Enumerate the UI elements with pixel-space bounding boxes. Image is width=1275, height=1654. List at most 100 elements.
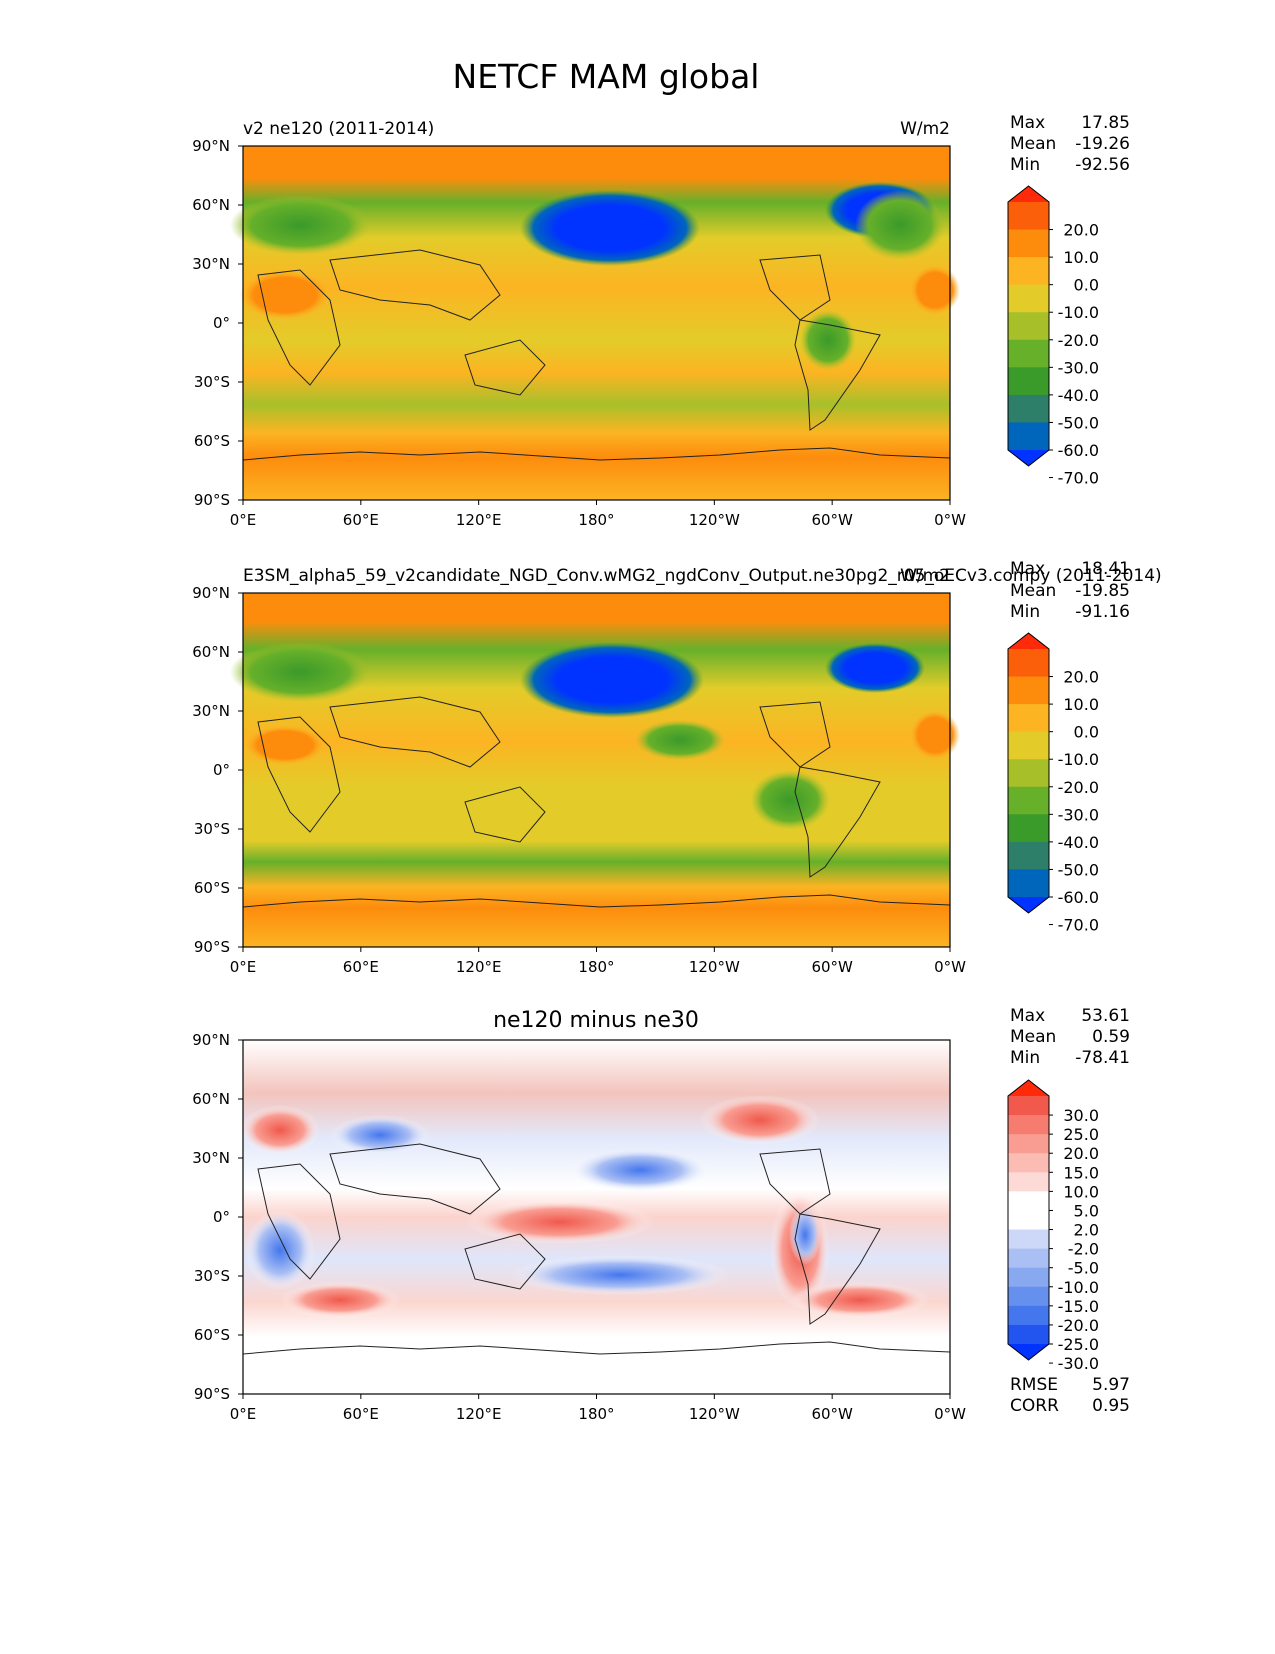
x-axis: 0°E 60°E 120°E 180° 120°W 60°W 0°W <box>230 947 966 976</box>
map-blob <box>240 1105 320 1155</box>
stat-corr-label: CORR <box>1010 1396 1059 1416</box>
stat-rmse-value: 5.97 <box>1092 1375 1130 1395</box>
colorbar-swatch <box>1008 869 1049 898</box>
colorbar-tick-label: -20.0 <box>1058 331 1099 350</box>
x-axis: 0°E 60°E 120°E 180° 120°W 60°W 0°W <box>230 500 966 529</box>
y-tick-label: 90°S <box>194 491 230 509</box>
stat-min-value: -91.16 <box>1075 602 1130 622</box>
stat-mean-value: -19.26 <box>1075 134 1130 154</box>
colorbar-extend-top <box>1008 1080 1049 1096</box>
colorbar-tick-label: 0.0 <box>1074 723 1099 742</box>
colorbar-tick-label: -60.0 <box>1058 888 1099 907</box>
y-tick-label: 90°S <box>194 1385 230 1403</box>
colorbar-swatch <box>1008 841 1049 871</box>
x-tick-label: 60°E <box>343 1405 379 1423</box>
stat-min-value: -92.56 <box>1075 155 1130 175</box>
colorbar-swatch <box>1008 1324 1049 1345</box>
map-blob <box>570 1148 710 1192</box>
y-tick-label: 60°N <box>192 643 230 661</box>
coastline <box>242 696 951 908</box>
y-tick-label: 30°S <box>194 1267 230 1285</box>
x-tick-label: 180° <box>578 1405 614 1423</box>
colorbar-swatch <box>1008 367 1049 396</box>
y-tick-label: 60°S <box>194 432 230 450</box>
map-blob <box>825 643 925 693</box>
x-tick-label: 60°W <box>811 958 853 976</box>
y-tick-label: 60°S <box>194 879 230 897</box>
x-tick-label: 120°E <box>456 1405 502 1423</box>
map-blob <box>790 1282 930 1318</box>
colorbar-swatch <box>1008 312 1049 341</box>
coastline <box>242 249 951 461</box>
colorbar-swatch <box>1008 1134 1049 1154</box>
colorbar-tick-label: -40.0 <box>1058 386 1099 405</box>
colorbar-tick-label: -10.0 <box>1058 1278 1099 1297</box>
y-tick-label: 90°N <box>192 1031 230 1049</box>
colorbar-tick-label: 10.0 <box>1063 1182 1099 1201</box>
x-tick-label: 60°E <box>343 511 379 529</box>
colorbar-swatch <box>1008 731 1049 760</box>
x-tick-label: 120°E <box>456 958 502 976</box>
colorbar-swatch <box>1008 257 1049 286</box>
y-tick-label: 60°S <box>194 1326 230 1344</box>
x-tick-label: 0°E <box>230 1405 257 1423</box>
stat-mean-value: -19.85 <box>1075 581 1130 601</box>
colorbar-swatch <box>1008 1115 1049 1135</box>
map-blob <box>800 310 856 370</box>
y-tick-label: 60°N <box>192 196 230 214</box>
map-blob <box>855 190 945 260</box>
stat-max-value: 17.85 <box>1081 113 1130 133</box>
colorbar-swatch <box>1008 704 1049 733</box>
colorbar-extend-top <box>1008 186 1049 202</box>
colorbar-tick-label: -50.0 <box>1058 860 1099 879</box>
x-tick-label: 0°W <box>934 1405 966 1423</box>
map-blob <box>750 770 830 830</box>
colorbar-swatch <box>1008 1229 1049 1250</box>
x-tick-label: 60°W <box>811 511 853 529</box>
x-tick-label: 60°E <box>343 958 379 976</box>
colorbar-tick-label: -30.0 <box>1058 358 1099 377</box>
panel-right-title: W/m2 <box>900 566 950 586</box>
colorbar-swatch <box>1008 676 1049 705</box>
y-tick-label: 30°S <box>194 373 230 391</box>
map-blob <box>230 195 370 255</box>
panel-left-title: E3SM_alpha5_59_v2candidate_NGD_Conv.wMG2… <box>243 566 1162 586</box>
colorbar-tick-label: 0.0 <box>1074 276 1099 295</box>
y-tick-label: 90°N <box>192 584 230 602</box>
colorbar-tick-label: -15.0 <box>1058 1297 1099 1316</box>
colorbar-tick-label: -20.0 <box>1058 778 1099 797</box>
colorbar-swatch <box>1008 1305 1049 1326</box>
colorbar-tick-label: 10.0 <box>1063 695 1099 714</box>
colorbar-extend-top <box>1008 633 1049 649</box>
panel-3: ne120 minus ne30 Max 53.61 Mean 0.59 Min… <box>192 1006 1130 1423</box>
colorbar-tick-label: 2.0 <box>1074 1221 1099 1240</box>
y-tick-label: 30°S <box>194 820 230 838</box>
colorbar-tick-label: 10.0 <box>1063 248 1099 267</box>
colorbar-swatch <box>1008 1248 1049 1269</box>
colorbar-tick-label: -2.0 <box>1068 1240 1099 1259</box>
x-tick-label: 180° <box>578 958 614 976</box>
stat-mean-label: Mean <box>1010 1027 1056 1047</box>
map-blob <box>230 642 370 702</box>
x-tick-label: 0°E <box>230 958 257 976</box>
x-tick-label: 0°W <box>934 511 966 529</box>
panel-left-title: v2 ne120 (2011-2014) <box>243 119 434 139</box>
colorbar-swatch <box>1008 1172 1049 1192</box>
map-blob <box>510 1255 730 1295</box>
colorbar-swatch <box>1008 1153 1049 1173</box>
colorbar-tick-label: 25.0 <box>1063 1125 1099 1144</box>
x-tick-label: 120°W <box>689 1405 740 1423</box>
stat-min-label: Min <box>1010 602 1040 622</box>
colorbar-swatch <box>1008 759 1049 788</box>
colorbar-extend-bottom <box>1008 1344 1049 1360</box>
x-tick-label: 120°W <box>689 511 740 529</box>
y-tick-label: 30°N <box>192 702 230 720</box>
colorbar-swatch <box>1008 229 1049 258</box>
colorbar-swatch <box>1008 1286 1049 1307</box>
stat-max-label: Max <box>1010 113 1045 133</box>
colorbar-tick-label: 30.0 <box>1063 1106 1099 1125</box>
y-tick-label: 0° <box>213 761 230 779</box>
stat-corr-value: 0.95 <box>1092 1396 1130 1416</box>
stat-max-value: 18.41 <box>1081 559 1130 579</box>
